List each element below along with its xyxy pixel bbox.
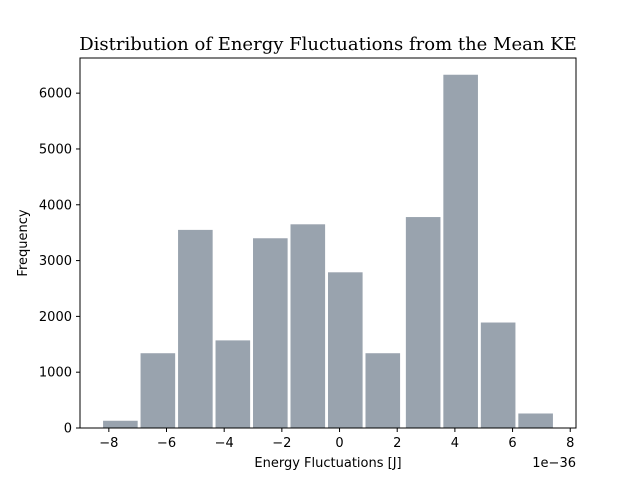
x-tick-label: 6 xyxy=(508,436,516,451)
x-tick-label: −2 xyxy=(272,436,291,451)
chart-title: Distribution of Energy Fluctuations from… xyxy=(79,34,577,55)
plot-frame xyxy=(79,57,577,429)
histogram-bar-3 xyxy=(178,229,213,428)
y-tick-label: 1000 xyxy=(39,366,72,381)
x-tick-label: −4 xyxy=(215,436,234,451)
histogram-bar-7 xyxy=(328,272,363,428)
histogram-bar-2 xyxy=(140,353,176,428)
histogram-bar-1 xyxy=(103,420,138,428)
histogram-bar-5 xyxy=(253,238,288,428)
x-tick-label: 8 xyxy=(566,436,574,451)
histogram-bar-12 xyxy=(518,413,553,428)
histogram-bar-9 xyxy=(405,217,441,428)
y-tick-label: 5000 xyxy=(39,142,72,157)
histogram-bar-8 xyxy=(365,353,401,428)
histogram-bar-10 xyxy=(443,74,478,429)
x-tick-label: −6 xyxy=(157,436,176,451)
x-axis-ticks: −8 −6 −4 −2 0 2 4 6 8 xyxy=(99,428,574,451)
histogram-bar-4 xyxy=(215,340,251,428)
y-tick-label: 6000 xyxy=(39,87,72,102)
y-tick-label: 2000 xyxy=(39,310,72,325)
y-tick-label: 4000 xyxy=(39,198,72,213)
y-axis-ticks: 0 1000 2000 3000 4000 5000 6000 xyxy=(39,87,80,437)
histogram-bar-11 xyxy=(480,322,516,428)
x-axis-label: Energy Fluctuations [J] xyxy=(254,456,401,471)
x-axis-offset-label: 1e−36 xyxy=(532,456,576,471)
x-tick-label: 0 xyxy=(335,436,343,451)
x-tick-label: 2 xyxy=(393,436,401,451)
y-axis-label: Frequency xyxy=(16,209,31,276)
y-tick-label: 3000 xyxy=(39,254,72,269)
y-tick-label: 0 xyxy=(64,422,72,437)
bars-group xyxy=(103,74,553,429)
x-tick-label: 4 xyxy=(451,436,459,451)
x-tick-label: −8 xyxy=(99,436,118,451)
histogram-bar-6 xyxy=(290,224,326,428)
